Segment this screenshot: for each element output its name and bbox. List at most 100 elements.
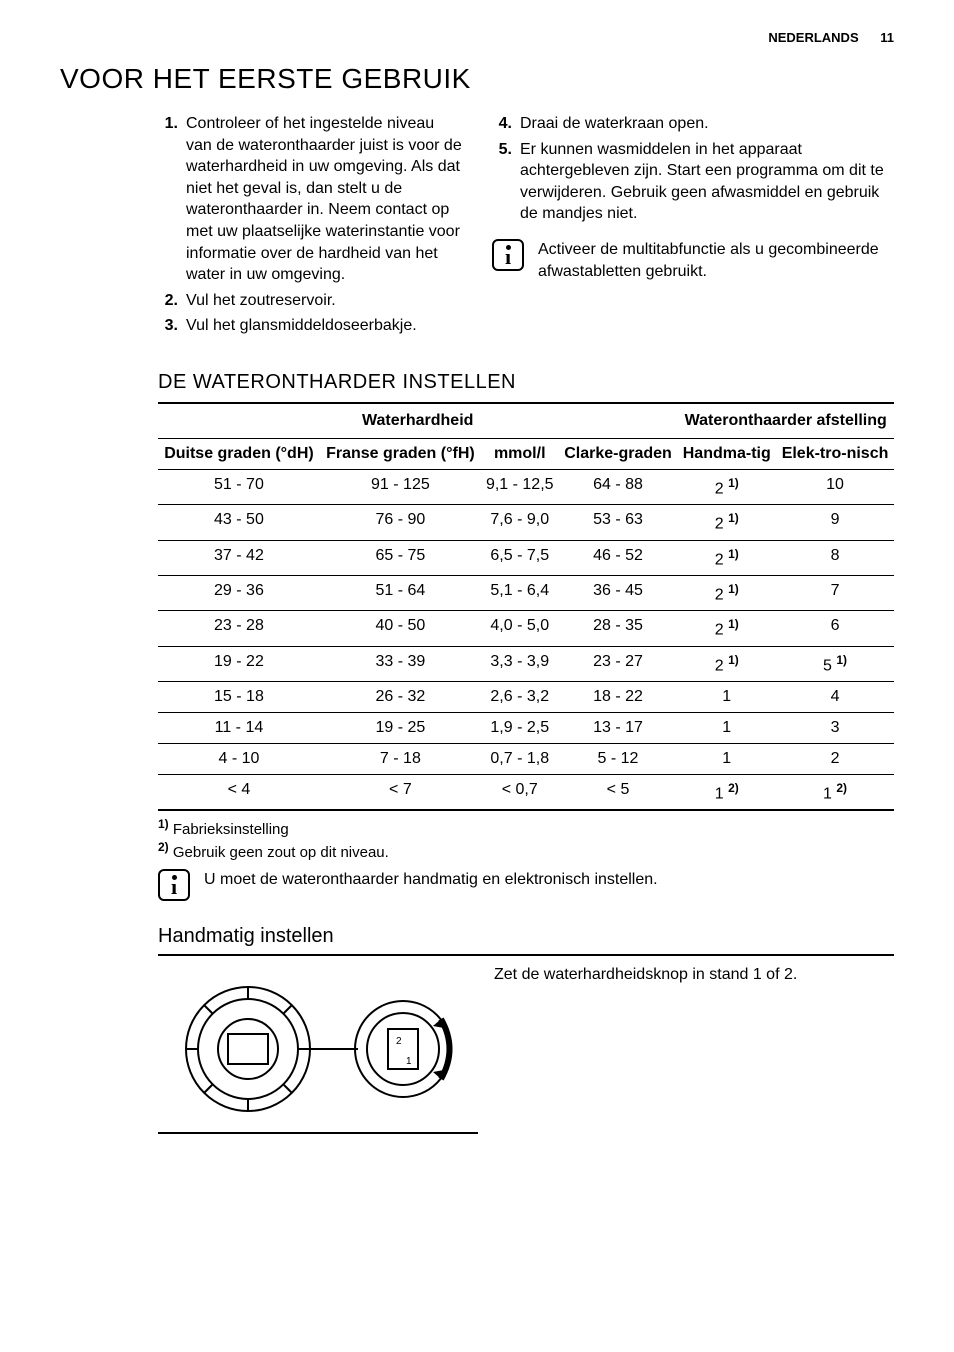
tip-2-text: U moet de wateronthaarder handmatig en e… <box>204 869 658 891</box>
table-cell: 43 - 50 <box>158 505 320 540</box>
step-text: Controleer of het ingestelde niveau van … <box>186 113 462 286</box>
table-cell: 5,1 - 6,4 <box>481 575 559 610</box>
footnote: 1) Fabrieksinstelling <box>158 817 894 838</box>
step-number: 4. <box>492 113 512 135</box>
step-item: 5.Er kunnen wasmiddelen in het apparaat … <box>492 139 894 225</box>
table-row: 37 - 4265 - 756,5 - 7,546 - 522 1)8 <box>158 540 894 575</box>
table-cell: 2,6 - 3,2 <box>481 681 559 712</box>
table-cell: 7 - 18 <box>320 743 481 774</box>
table-cell-manual: 2 1) <box>677 611 776 646</box>
table-column-header: Handma-tig <box>677 438 776 469</box>
table-row: 19 - 2233 - 393,3 - 3,923 - 272 1)5 1) <box>158 646 894 681</box>
table-cell: 18 - 22 <box>559 681 678 712</box>
table-cell-manual: 2 1) <box>677 469 776 504</box>
table-cell: 51 - 70 <box>158 469 320 504</box>
table-cell: 33 - 39 <box>320 646 481 681</box>
water-hardness-table: Waterhardheid Wateronthaarder afstelling… <box>158 402 894 811</box>
info-icon: ı <box>492 239 524 271</box>
steps-right-list: 4. Draai de waterkraan open. 5.Er kunnen w… <box>492 113 894 225</box>
table-footnotes: 1) Fabrieksinstelling2) Gebruik geen zou… <box>158 817 894 861</box>
info-icon: ı <box>158 869 190 901</box>
step-text: Vul het zoutreservoir. <box>186 290 336 312</box>
table-group-hardness: Waterhardheid <box>158 403 677 439</box>
table-row: 43 - 5076 - 907,6 - 9,053 - 632 1)9 <box>158 505 894 540</box>
table-cell-manual: 2 1) <box>677 575 776 610</box>
table-cell: 9,1 - 12,5 <box>481 469 559 504</box>
table-cell: 36 - 45 <box>559 575 678 610</box>
step-item: 4. Draai de waterkraan open. <box>492 113 894 135</box>
table-cell-manual: 1 <box>677 712 776 743</box>
table-cell: < 7 <box>320 774 481 810</box>
tip-1-text: Activeer de multitabfunctie als u gecomb… <box>538 239 894 282</box>
table-cell-manual: 2 1) <box>677 646 776 681</box>
table-row: 4 - 107 - 180,7 - 1,85 - 1212 <box>158 743 894 774</box>
table-cell: 64 - 88 <box>559 469 678 504</box>
table-cell-manual: 1 <box>677 681 776 712</box>
table-row: 29 - 3651 - 645,1 - 6,436 - 452 1)7 <box>158 575 894 610</box>
svg-text:2: 2 <box>396 1036 402 1047</box>
table-cell: 23 - 27 <box>559 646 678 681</box>
manual-adjust-text: Zet de waterhardheidsknop in stand 1 of … <box>494 964 894 986</box>
table-cell-electronic: 10 <box>776 469 894 504</box>
step-number: 1. <box>158 113 178 286</box>
table-cell: 51 - 64 <box>320 575 481 610</box>
table-cell: 0,7 - 1,8 <box>481 743 559 774</box>
table-cell: 28 - 35 <box>559 611 678 646</box>
table-cell: 6,5 - 7,5 <box>481 540 559 575</box>
table-cell: 65 - 75 <box>320 540 481 575</box>
svg-text:1: 1 <box>406 1056 412 1067</box>
table-cell: 26 - 32 <box>320 681 481 712</box>
table-cell: 19 - 22 <box>158 646 320 681</box>
table-cell: 29 - 36 <box>158 575 320 610</box>
table-cell: 23 - 28 <box>158 611 320 646</box>
table-row: 15 - 1826 - 322,6 - 3,218 - 2214 <box>158 681 894 712</box>
table-cell: < 4 <box>158 774 320 810</box>
table-cell-electronic: 6 <box>776 611 894 646</box>
divider <box>158 954 894 956</box>
table-cell: 4 - 10 <box>158 743 320 774</box>
table-row: 51 - 7091 - 1259,1 - 12,564 - 882 1)10 <box>158 469 894 504</box>
table-cell: < 0,7 <box>481 774 559 810</box>
step-text: Draai de waterkraan open. <box>520 113 709 135</box>
table-cell: 40 - 50 <box>320 611 481 646</box>
table-cell-electronic: 4 <box>776 681 894 712</box>
step-item: 2. Vul het zoutreservoir. <box>158 290 462 312</box>
step-item: 1.Controleer of het ingestelde niveau va… <box>158 113 462 286</box>
table-cell-manual: 2 1) <box>677 540 776 575</box>
table-cell: 3,3 - 3,9 <box>481 646 559 681</box>
table-cell: 13 - 17 <box>559 712 678 743</box>
table-cell: 91 - 125 <box>320 469 481 504</box>
table-column-header: mmol/l <box>481 438 559 469</box>
header-language: NEDERLANDS <box>768 30 858 45</box>
table-column-header: Clarke-graden <box>559 438 678 469</box>
table-cell: 4,0 - 5,0 <box>481 611 559 646</box>
steps-left-list: 1.Controleer of het ingestelde niveau va… <box>60 113 462 337</box>
table-cell: 46 - 52 <box>559 540 678 575</box>
table-cell: 53 - 63 <box>559 505 678 540</box>
manual-adjust-row: 2 1 Zet de waterhardheidsknop in stand 1… <box>158 964 894 1134</box>
table-cell-manual: 2 1) <box>677 505 776 540</box>
step-item: 3.Vul het glansmiddeldoseerbakje. <box>158 315 462 337</box>
instructions-columns: 1.Controleer of het ingestelde niveau va… <box>60 113 894 341</box>
table-cell: 11 - 14 <box>158 712 320 743</box>
table-column-header: Elek-tro-nisch <box>776 438 894 469</box>
tip-row-2: ı U moet de wateronthaarder handmatig en… <box>158 869 894 901</box>
table-cell: 1,9 - 2,5 <box>481 712 559 743</box>
table-cell-electronic: 7 <box>776 575 894 610</box>
step-number: 2. <box>158 290 178 312</box>
step-text: Er kunnen wasmiddelen in het apparaat ac… <box>520 139 894 225</box>
table-group-softener: Wateronthaarder afstelling <box>677 403 894 439</box>
footnote: 2) Gebruik geen zout op dit niveau. <box>158 840 894 861</box>
table-cell-electronic: 5 1) <box>776 646 894 681</box>
tip-row-1: ı Activeer de multitabfunctie als u geco… <box>492 239 894 282</box>
table-column-header: Franse graden (°fH) <box>320 438 481 469</box>
table-cell-electronic: 8 <box>776 540 894 575</box>
section-manual-title: Handmatig instellen <box>60 925 894 948</box>
table-cell-manual: 1 2) <box>677 774 776 810</box>
table-row: < 4< 7< 0,7< 51 2)1 2) <box>158 774 894 810</box>
table-cell: < 5 <box>559 774 678 810</box>
step-number: 5. <box>492 139 512 225</box>
table-column-header: Duitse graden (°dH) <box>158 438 320 469</box>
step-number: 3. <box>158 315 178 337</box>
table-cell: 15 - 18 <box>158 681 320 712</box>
